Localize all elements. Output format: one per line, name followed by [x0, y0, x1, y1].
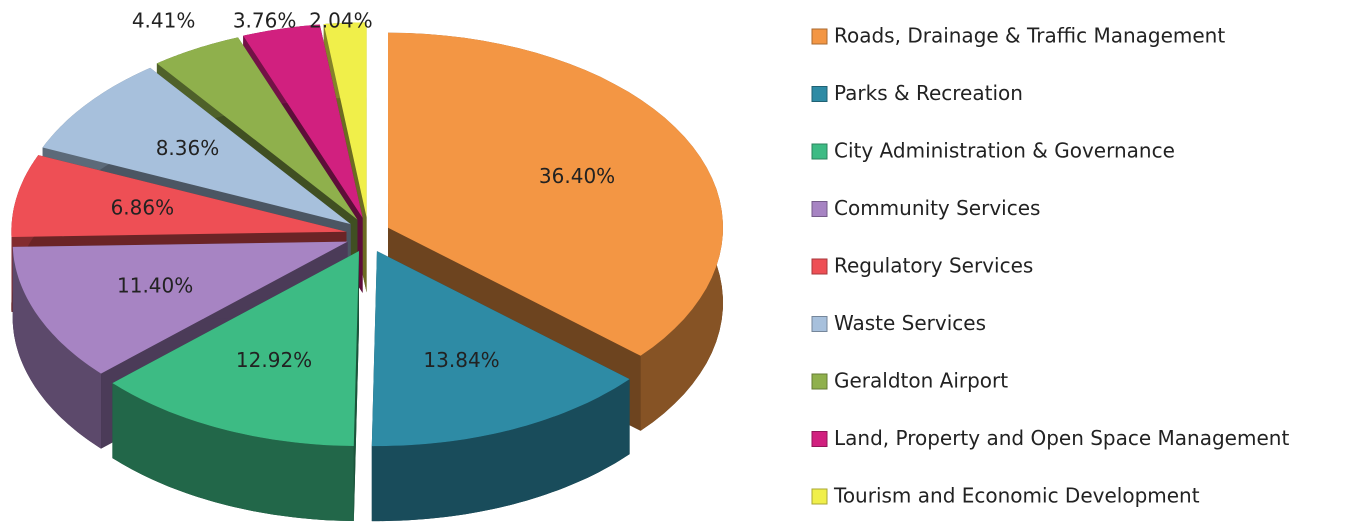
slice-top: [112, 251, 360, 446]
slice: [371, 251, 630, 522]
legend-swatch: [811, 373, 828, 390]
data-label: 36.40%: [539, 164, 615, 188]
legend-swatch: [811, 431, 828, 447]
slice-top: [42, 67, 351, 225]
data-label: 12.92%: [236, 348, 312, 372]
legend-label: City Administration & Governance: [834, 139, 1175, 163]
legend-label: Roads, Drainage & Traffic Management: [834, 24, 1225, 48]
slice-top: [12, 241, 348, 374]
slice-side: [12, 246, 102, 449]
legend-label: Land, Property and Open Space Management: [834, 426, 1289, 450]
data-label: 2.04%: [309, 9, 373, 33]
legend-swatch: [811, 316, 828, 332]
slice-side: [371, 379, 630, 522]
legend-swatch: [811, 258, 828, 275]
slice-top: [11, 155, 347, 237]
legend-swatch: [811, 143, 828, 160]
legend-label: Community Services: [834, 196, 1040, 220]
slice-top: [371, 251, 630, 447]
data-label: 8.36%: [156, 136, 220, 160]
data-label: 13.84%: [423, 348, 499, 372]
legend-label: Geraldton Airport: [834, 369, 1008, 393]
slice-top: [156, 37, 358, 220]
legend-swatch: [811, 201, 828, 217]
data-label: 11.40%: [117, 274, 193, 298]
legend-swatch: [811, 28, 828, 45]
legend-label: Parks & Recreation: [834, 81, 1023, 105]
data-label: 4.41%: [132, 9, 196, 33]
legend-label: Waste Services: [834, 311, 986, 335]
legend-label: Regulatory Services: [834, 254, 1033, 278]
slice-top: [323, 22, 367, 218]
data-label: 3.76%: [233, 9, 297, 33]
slice-top: [243, 24, 363, 218]
slice-top: [388, 32, 723, 356]
legend-swatch: [811, 86, 828, 102]
slice-side: [112, 383, 354, 521]
legend-swatch: [811, 488, 828, 505]
slice: [112, 251, 360, 522]
data-label: 6.86%: [111, 196, 175, 220]
legend-label: Tourism and Economic Development: [833, 484, 1200, 508]
